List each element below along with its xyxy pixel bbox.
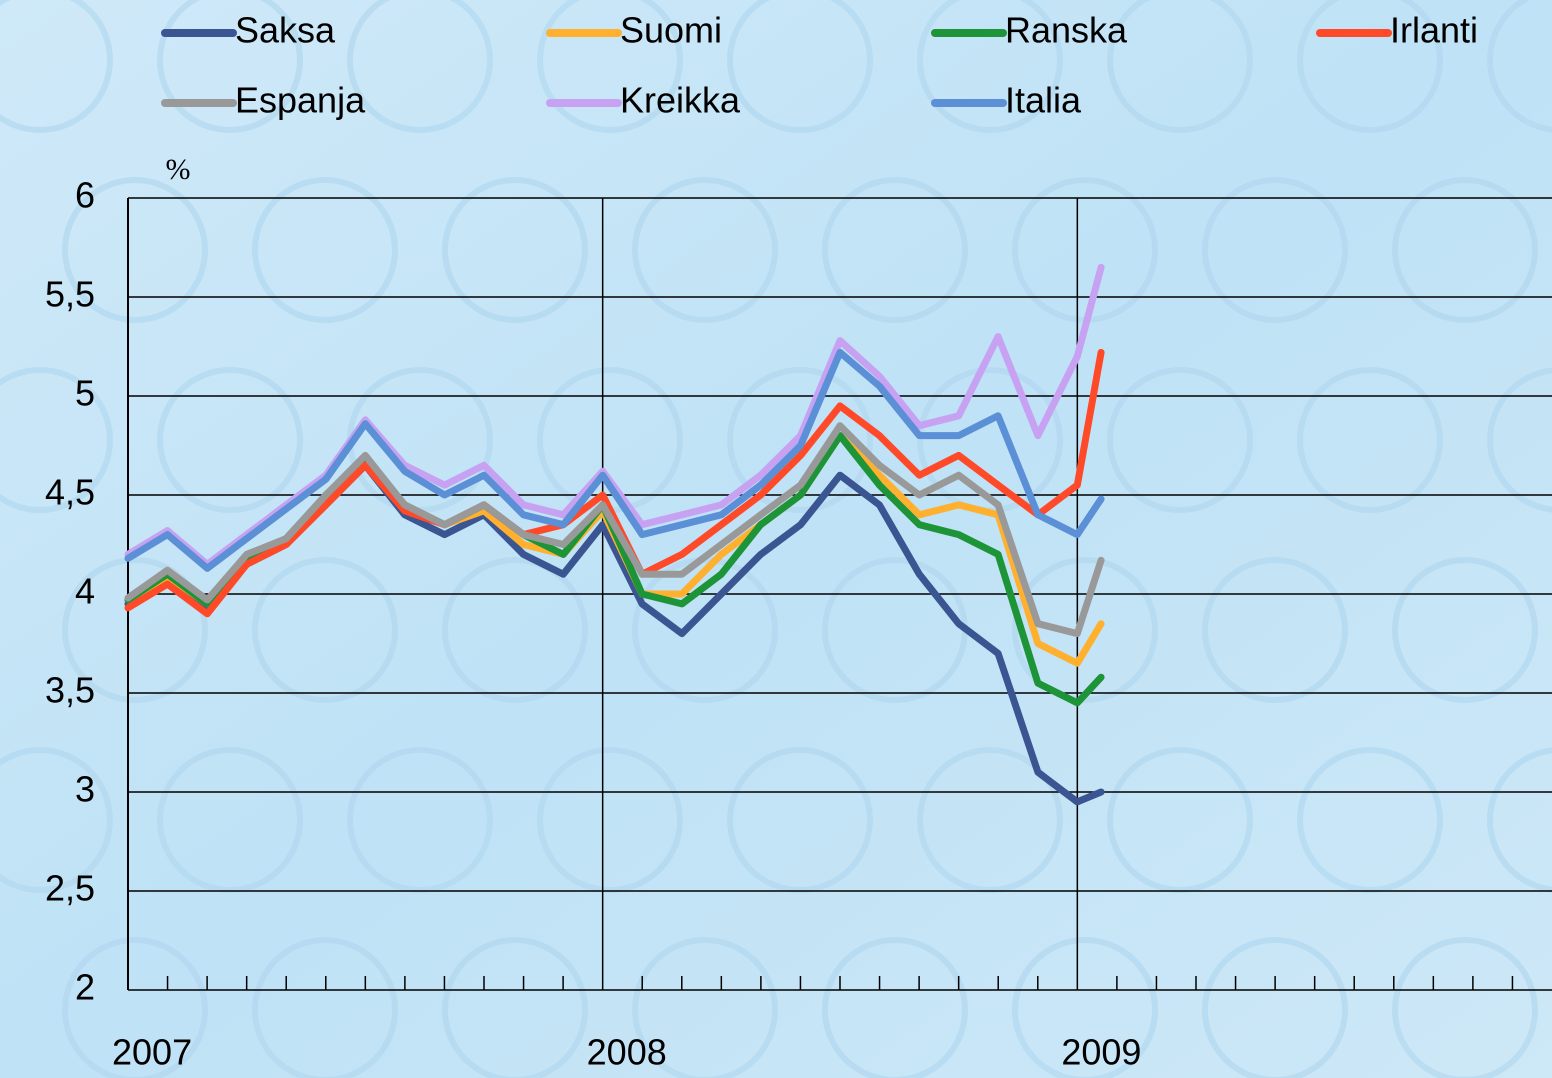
watermark-ring: [347, 747, 493, 893]
watermark-ring: [1297, 0, 1443, 133]
watermark-ring: [1202, 937, 1348, 1078]
watermark-ring: [157, 747, 303, 893]
y-tick-label: 2,5: [45, 868, 95, 909]
watermark-ring: [727, 747, 873, 893]
watermark-ring: [822, 177, 968, 323]
legend-label: Kreikka: [620, 80, 741, 121]
x-tick-label: 2009: [1061, 1032, 1141, 1073]
watermark-ring: [252, 937, 398, 1078]
watermark-ring: [1487, 0, 1552, 133]
watermark-ring: [1107, 0, 1253, 133]
y-tick-label: 3,5: [45, 670, 95, 711]
watermark-ring: [1297, 747, 1443, 893]
watermark-ring: [727, 367, 873, 513]
x-tick-label: 2007: [112, 1032, 192, 1073]
watermark-ring: [442, 937, 588, 1078]
watermark-ring: [1487, 367, 1552, 513]
watermark-ring: [1202, 557, 1348, 703]
watermark-ring: [62, 937, 208, 1078]
watermark-ring: [1012, 937, 1158, 1078]
y-tick-label: 5: [75, 373, 95, 414]
watermark-ring: [0, 367, 113, 513]
watermark-ring: [1392, 557, 1538, 703]
line-series: [124, 422, 1105, 638]
watermark-ring: [252, 557, 398, 703]
legend-label: Italia: [1005, 80, 1082, 121]
watermark-ring: [0, 747, 113, 893]
legend-label: Suomi: [620, 10, 722, 51]
legend-label: Espanja: [235, 80, 366, 121]
watermark-ring: [157, 0, 303, 133]
watermark-ring: [537, 0, 683, 133]
watermark-ring: [917, 747, 1063, 893]
watermark-ring: [347, 0, 493, 133]
watermark-ring: [1487, 747, 1552, 893]
watermark-ring: [822, 937, 968, 1078]
y-tick-label: 2: [75, 967, 95, 1008]
y-tick-label: 6: [75, 175, 95, 216]
line-series: [124, 348, 1105, 572]
y-unit: %: [166, 153, 191, 186]
watermark-ring: [537, 747, 683, 893]
y-tick-label: 5,5: [45, 274, 95, 315]
watermark-ring: [1107, 747, 1253, 893]
watermark-ring: [252, 177, 398, 323]
legend-label: Ranska: [1005, 10, 1128, 51]
watermark-ring: [727, 0, 873, 133]
watermark-ring: [157, 367, 303, 513]
watermark-ring: [1202, 177, 1348, 323]
y-tick-label: 4: [75, 571, 95, 612]
watermark-ring: [1392, 937, 1538, 1078]
watermark-ring: [632, 937, 778, 1078]
y-tick-label: 4,5: [45, 472, 95, 513]
watermark-ring: [62, 557, 208, 703]
watermark-ring: [1107, 367, 1253, 513]
watermark-ring: [917, 0, 1063, 133]
watermark-ring: [0, 0, 113, 133]
watermark-ring: [1297, 367, 1443, 513]
watermark-ring: [632, 177, 778, 323]
watermark-ring: [1392, 177, 1538, 323]
x-tick-label: 2008: [587, 1032, 667, 1073]
watermark-ring: [62, 177, 208, 323]
watermark-ring: [442, 557, 588, 703]
legend-label: Saksa: [235, 10, 336, 51]
y-tick-label: 3: [75, 769, 95, 810]
watermark-ring: [1012, 557, 1158, 703]
legend-label: Irlanti: [1390, 10, 1478, 51]
watermark-ring: [442, 177, 588, 323]
